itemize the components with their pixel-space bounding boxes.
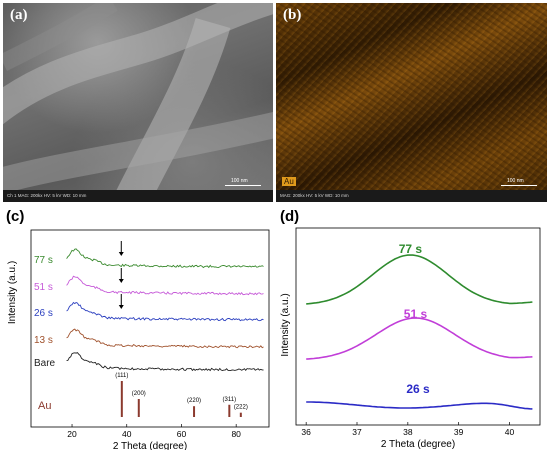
series-line: [66, 352, 264, 372]
peak-arrow-head: [118, 279, 124, 283]
series-line: [66, 248, 264, 269]
scale-bar: [225, 185, 261, 186]
eds-map-b: (b) Au 100 nm MAG: 200kx HV: 5 kV WD: 10…: [276, 3, 547, 202]
series-label: 13 s: [34, 335, 53, 346]
xrd-chart-c: (c) 20 40 60 80 2 Theta (degree) Intensity (a…: [3, 205, 273, 452]
reference-peak-label: (220): [187, 398, 201, 404]
series-label: 51 s: [404, 307, 428, 321]
reference-label: Au: [38, 400, 51, 412]
x-tick-label: 60: [177, 429, 187, 439]
reference-peak-label: (200): [132, 391, 146, 397]
x-tick-label: 80: [231, 429, 241, 439]
peak-arrow-head: [118, 252, 124, 256]
peak-arrow-head: [118, 305, 124, 309]
sem-image-a: (a) 100 nm Ch 1 MAG: 200kx HV: 5 kV WD: …: [3, 3, 273, 202]
sem-fibers: [3, 3, 273, 202]
element-tag: Au: [282, 177, 296, 186]
plot-frame: [295, 227, 541, 426]
y-axis-label: Intensity (a.u.): [7, 261, 18, 324]
x-tick-label: 20: [67, 429, 77, 439]
panel-label-a: (a): [10, 7, 28, 23]
series-label: 77 s: [399, 242, 423, 256]
scale-bar: [501, 185, 537, 186]
xrd-chart-svg: (c) 20 40 60 80 2 Theta (degree) Intensity (a…: [6, 208, 270, 452]
panel-label-c: (c): [6, 208, 24, 225]
x-tick-label: 39: [454, 427, 464, 437]
xrd-zoom-chart-d: (d) 36 37 38 39 40 2 Theta (degree) Intensity …: [278, 205, 550, 450]
series-line: [66, 301, 264, 322]
scale-text: 100 nm: [231, 178, 248, 184]
series-label: 77 s: [34, 255, 53, 266]
x-tick-label: 38: [403, 427, 413, 437]
y-axis-label: Intensity (a.u.): [280, 293, 291, 356]
xrd-zoom-chart-svg: (d) 36 37 38 39 40 2 Theta (degree) Intensity …: [280, 208, 541, 450]
x-axis-label: 2 Theta (degree): [381, 439, 455, 450]
series-line: [306, 317, 533, 360]
plot-frame: [30, 229, 270, 428]
series-label: Bare: [34, 358, 56, 369]
series-label: 26 s: [34, 308, 53, 319]
x-tick-label: 40: [122, 429, 132, 439]
series-label: 51 s: [34, 282, 53, 293]
panel-label-b: (b): [283, 7, 302, 23]
x-tick-label: 37: [352, 427, 362, 437]
x-tick-label: 40: [505, 427, 515, 437]
reference-peak-label: (311): [223, 397, 237, 403]
x-tick-label: 36: [301, 427, 311, 437]
sem-info-bar: Ch 1 MAG: 200kx HV: 5 kV WD: 10 mm: [3, 190, 273, 202]
panel-label-d: (d): [280, 208, 299, 225]
series-line: [306, 401, 533, 410]
series-line: [66, 328, 264, 349]
eds-info-bar: MAG: 200kx HV: 5 kV WD: 10 mm: [276, 190, 547, 202]
series-line: [306, 254, 533, 305]
reference-peak-label: (111): [115, 373, 128, 379]
scale-text: 100 nm: [507, 178, 524, 184]
series-line: [66, 275, 264, 296]
series-label: 26 s: [406, 382, 430, 396]
x-axis-label: 2 Theta (degree): [113, 441, 187, 450]
reference-peak-label: (222): [234, 405, 248, 411]
